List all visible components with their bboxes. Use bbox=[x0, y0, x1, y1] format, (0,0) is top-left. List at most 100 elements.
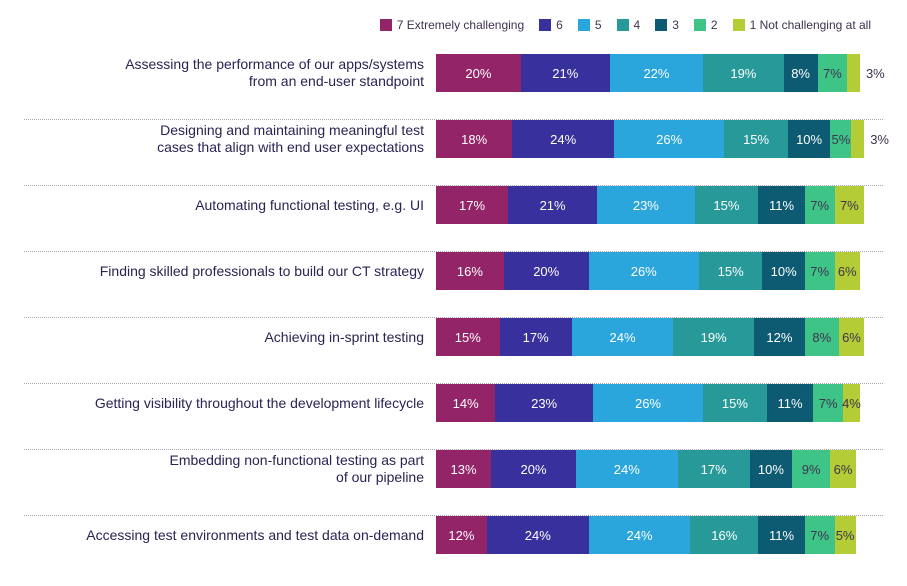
chart-rows: Assessing the performance of our apps/sy… bbox=[0, 54, 907, 582]
legend-swatch bbox=[539, 19, 551, 31]
bar-segment-6: 24% bbox=[512, 120, 614, 158]
bar-segment-4: 15% bbox=[724, 120, 788, 158]
bar-segment-6: 20% bbox=[504, 252, 589, 290]
chart-row: Getting visibility throughout the develo… bbox=[0, 384, 907, 450]
bar-segment-1 bbox=[851, 120, 864, 158]
bar-segment-5: 23% bbox=[597, 186, 695, 224]
bar-segment-1: 7% bbox=[835, 186, 865, 224]
bar-segment-7: 14% bbox=[436, 384, 495, 422]
legend-swatch bbox=[380, 19, 392, 31]
bar-segment-6: 17% bbox=[500, 318, 572, 356]
stacked-bar: 20%21%22%19%8%7% bbox=[436, 54, 860, 92]
bar-segment-1: 6% bbox=[835, 252, 860, 290]
legend-item-7: 7 Extremely challenging bbox=[380, 18, 524, 32]
bar-segment-7: 15% bbox=[436, 318, 500, 356]
bar-segment-2: 7% bbox=[813, 384, 843, 422]
bar-segment-3: 10% bbox=[750, 450, 792, 488]
bar-segment-5: 22% bbox=[610, 54, 703, 92]
legend-label: 1 Not challenging at all bbox=[750, 18, 871, 32]
row-label: Finding skilled professionals to build o… bbox=[0, 263, 436, 280]
bar-segment-3: 11% bbox=[767, 384, 814, 422]
bar-segment-5: 26% bbox=[614, 120, 724, 158]
stacked-bar: 16%20%26%15%10%7%6% bbox=[436, 252, 860, 290]
bar-segment-3: 12% bbox=[754, 318, 805, 356]
legend-label: 2 bbox=[711, 18, 718, 32]
bar-segment-4: 15% bbox=[699, 252, 763, 290]
chart-row: Automating functional testing, e.g. UI17… bbox=[0, 186, 907, 252]
bar-segment-1: 4% bbox=[843, 384, 860, 422]
bar-segment-5: 24% bbox=[576, 450, 678, 488]
row-label: Accessing test environments and test dat… bbox=[0, 527, 436, 544]
stacked-bar: 18%24%26%15%10%5% bbox=[436, 120, 864, 158]
legend-label: 6 bbox=[556, 18, 563, 32]
bar-segment-2: 7% bbox=[805, 516, 835, 554]
bar-segment-3: 10% bbox=[788, 120, 830, 158]
legend-item-6: 6 bbox=[539, 18, 563, 32]
legend-swatch bbox=[733, 19, 745, 31]
bar-segment-4: 15% bbox=[703, 384, 767, 422]
row-label: Designing and maintaining meaningful tes… bbox=[0, 122, 436, 156]
row-label: Achieving in-sprint testing bbox=[0, 329, 436, 346]
bar-segment-4: 16% bbox=[690, 516, 758, 554]
bar-segment-6: 21% bbox=[521, 54, 610, 92]
bar-segment-7: 17% bbox=[436, 186, 508, 224]
bar-segment-4: 17% bbox=[678, 450, 750, 488]
bar-segment-6: 20% bbox=[491, 450, 576, 488]
row-label: Getting visibility throughout the develo… bbox=[0, 395, 436, 412]
bar-segment-1: 6% bbox=[839, 318, 864, 356]
bar-segment-6: 21% bbox=[508, 186, 597, 224]
legend-swatch bbox=[578, 19, 590, 31]
bar-segment-4: 19% bbox=[673, 318, 754, 356]
legend-item-3: 3 bbox=[655, 18, 679, 32]
chart-row: Finding skilled professionals to build o… bbox=[0, 252, 907, 318]
bar-segment-1 bbox=[847, 54, 860, 92]
legend-item-2: 2 bbox=[694, 18, 718, 32]
bar-segment-3: 10% bbox=[762, 252, 804, 290]
bar-segment-2: 5% bbox=[830, 120, 851, 158]
chart-row: Embedding non-functional testing as part… bbox=[0, 450, 907, 516]
bar-overflow-label: 3% bbox=[870, 132, 889, 147]
bar-segment-7: 18% bbox=[436, 120, 512, 158]
legend-label: 7 Extremely challenging bbox=[397, 18, 524, 32]
bar-segment-5: 26% bbox=[593, 384, 703, 422]
row-label: Assessing the performance of our apps/sy… bbox=[0, 56, 436, 90]
bar-segment-2: 8% bbox=[805, 318, 839, 356]
legend-item-5: 5 bbox=[578, 18, 602, 32]
stacked-bar: 15%17%24%19%12%8%6% bbox=[436, 318, 864, 356]
stacked-bar: 17%21%23%15%11%7%7% bbox=[436, 186, 864, 224]
legend-swatch bbox=[617, 19, 629, 31]
bar-segment-7: 12% bbox=[436, 516, 487, 554]
bar-segment-6: 23% bbox=[495, 384, 593, 422]
bar-segment-2: 7% bbox=[818, 54, 848, 92]
legend-label: 3 bbox=[672, 18, 679, 32]
bar-segment-4: 15% bbox=[695, 186, 759, 224]
bar-segment-2: 9% bbox=[792, 450, 830, 488]
legend-item-1: 1 Not challenging at all bbox=[733, 18, 871, 32]
bar-segment-2: 7% bbox=[805, 186, 835, 224]
chart-row: Assessing the performance of our apps/sy… bbox=[0, 54, 907, 120]
bar-segment-1: 5% bbox=[835, 516, 856, 554]
chart-row: Accessing test environments and test dat… bbox=[0, 516, 907, 582]
stacked-bar: 14%23%26%15%11%7%4% bbox=[436, 384, 860, 422]
bar-segment-7: 13% bbox=[436, 450, 491, 488]
bar-overflow-label: 3% bbox=[866, 66, 885, 81]
bar-segment-5: 24% bbox=[572, 318, 674, 356]
chart-legend: 7 Extremely challenging 6 5 4 3 2 1 Not challe… bbox=[0, 16, 907, 34]
row-label: Automating functional testing, e.g. UI bbox=[0, 197, 436, 214]
chart-row: Designing and maintaining meaningful tes… bbox=[0, 120, 907, 186]
bar-segment-3: 11% bbox=[758, 186, 805, 224]
legend-swatch bbox=[655, 19, 667, 31]
stacked-bar: 12%24%24%16%11%7%5% bbox=[436, 516, 856, 554]
chart-row: Achieving in-sprint testing15%17%24%19%1… bbox=[0, 318, 907, 384]
bar-segment-6: 24% bbox=[487, 516, 589, 554]
bar-segment-7: 16% bbox=[436, 252, 504, 290]
bar-segment-1: 6% bbox=[830, 450, 855, 488]
stacked-bar: 13%20%24%17%10%9%6% bbox=[436, 450, 856, 488]
bar-segment-7: 20% bbox=[436, 54, 521, 92]
row-label: Embedding non-functional testing as part… bbox=[0, 452, 436, 486]
bar-segment-5: 24% bbox=[589, 516, 691, 554]
bar-segment-3: 11% bbox=[758, 516, 805, 554]
legend-label: 4 bbox=[634, 18, 641, 32]
chart: 7 Extremely challenging 6 5 4 3 2 1 Not challe… bbox=[0, 0, 907, 582]
legend-item-4: 4 bbox=[617, 18, 641, 32]
